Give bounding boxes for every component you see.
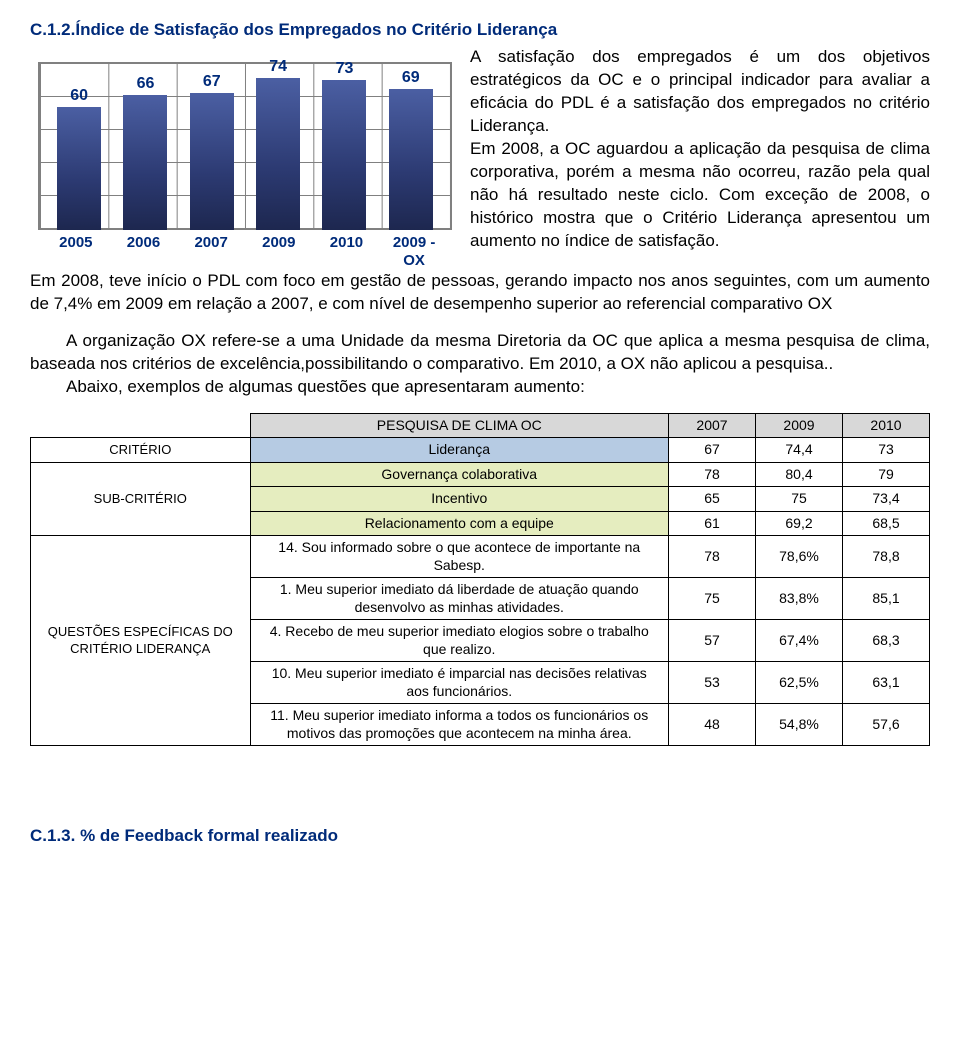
rowlabel-criterio: CRITÉRIO <box>31 438 251 463</box>
table-cell: 62,5% <box>756 662 843 704</box>
bar-col: 73 <box>319 60 369 230</box>
table-cell: 83,8% <box>756 578 843 620</box>
bar <box>322 80 366 230</box>
bar-col: 74 <box>253 58 303 230</box>
x-axis-label: 2009 - OX <box>386 234 442 270</box>
bar-value-label: 67 <box>203 73 221 91</box>
section-title: C.1.2.Índice de Satisfação dos Empregado… <box>30 20 930 40</box>
x-axis-label: 2005 <box>48 234 104 270</box>
bar <box>190 93 234 230</box>
criterio-row: CRITÉRIO Liderança 67 74,4 73 <box>31 438 930 463</box>
paragraph-5: Abaixo, exemplos de algumas questões que… <box>30 376 930 399</box>
bar-col: 67 <box>187 73 237 230</box>
table-cell: 48 <box>669 704 756 746</box>
table-cell: 63,1 <box>843 662 930 704</box>
criterio-label: Liderança <box>250 438 669 463</box>
paragraph-4: A organização OX refere-se a uma Unidade… <box>30 330 930 376</box>
table-cell: 80,4 <box>756 462 843 487</box>
header-2007: 2007 <box>669 413 756 438</box>
bar-value-label: 74 <box>269 58 287 76</box>
header-2010: 2010 <box>843 413 930 438</box>
bar <box>57 107 101 230</box>
table-cell: 68,5 <box>843 511 930 536</box>
table-cell: 68,3 <box>843 620 930 662</box>
table-cell: 75 <box>756 487 843 512</box>
table-cell: 78,8 <box>843 536 930 578</box>
question-text: 4. Recebo de meu superior imediato elogi… <box>250 620 669 662</box>
header-pesquisa: PESQUISA DE CLIMA OC <box>250 413 669 438</box>
top-content: 60 66 67 74 73 69 2005 2006 2007 2009 2010 2009 - … <box>30 46 930 316</box>
empty-corner <box>31 413 251 438</box>
chart-xlabels: 2005 2006 2007 2009 2010 2009 - OX <box>38 234 452 270</box>
question-text: 14. Sou informado sobre o que acontece d… <box>250 536 669 578</box>
satisfaction-bar-chart: 60 66 67 74 73 69 2005 2006 2007 2009 2010 2009 - … <box>30 50 460 270</box>
table-cell: 57 <box>669 620 756 662</box>
x-axis-label: 2007 <box>183 234 239 270</box>
table-cell: 78 <box>669 462 756 487</box>
subcriterio-label: Governança colaborativa <box>250 462 669 487</box>
x-axis-label: 2006 <box>115 234 171 270</box>
x-axis-label: 2010 <box>318 234 374 270</box>
table-cell: 61 <box>669 511 756 536</box>
bar-col: 69 <box>386 69 436 230</box>
table-cell: 79 <box>843 462 930 487</box>
table-cell: 85,1 <box>843 578 930 620</box>
chart-bars: 606667747369 <box>38 62 452 230</box>
table-cell: 73,4 <box>843 487 930 512</box>
table-cell: 78 <box>669 536 756 578</box>
x-axis-label: 2009 <box>251 234 307 270</box>
table-cell: 67,4% <box>756 620 843 662</box>
subcriterio-row: SUB-CRITÉRIOGovernança colaborativa7880,… <box>31 462 930 487</box>
table-header-row: PESQUISA DE CLIMA OC 2007 2009 2010 <box>31 413 930 438</box>
bar <box>256 78 300 230</box>
question-row: QUESTÕES ESPECÍFICAS DO CRITÉRIO LIDERAN… <box>31 536 930 578</box>
header-2009: 2009 <box>756 413 843 438</box>
bar <box>389 89 433 230</box>
subcriterio-label: Incentivo <box>250 487 669 512</box>
bar-value-label: 69 <box>402 69 420 87</box>
bar <box>123 95 167 230</box>
footer-section-title: C.1.3. % de Feedback formal realizado <box>30 826 930 846</box>
paragraph-3: Em 2008, teve início o PDL com foco em g… <box>30 270 930 316</box>
question-text: 11. Meu superior imediato informa a todo… <box>250 704 669 746</box>
table-cell: 53 <box>669 662 756 704</box>
table-cell: 78,6% <box>756 536 843 578</box>
bar-value-label: 66 <box>137 75 155 93</box>
rowlabel-questoes: QUESTÕES ESPECÍFICAS DO CRITÉRIO LIDERAN… <box>31 536 251 746</box>
criterio-2010: 73 <box>843 438 930 463</box>
table-cell: 57,6 <box>843 704 930 746</box>
bar-col: 66 <box>120 75 170 230</box>
table-cell: 65 <box>669 487 756 512</box>
bar-value-label: 60 <box>70 87 88 105</box>
bar-value-label: 73 <box>336 60 354 78</box>
criterio-2009: 74,4 <box>756 438 843 463</box>
subcriterio-label: Relacionamento com a equipe <box>250 511 669 536</box>
question-text: 10. Meu superior imediato é imparcial na… <box>250 662 669 704</box>
bar-col: 60 <box>54 87 104 230</box>
table-cell: 69,2 <box>756 511 843 536</box>
table-cell: 54,8% <box>756 704 843 746</box>
question-text: 1. Meu superior imediato dá liberdade de… <box>250 578 669 620</box>
climate-survey-table: PESQUISA DE CLIMA OC 2007 2009 2010 CRIT… <box>30 413 930 747</box>
criterio-2007: 67 <box>669 438 756 463</box>
table-cell: 75 <box>669 578 756 620</box>
rowlabel-subcriterio: SUB-CRITÉRIO <box>31 462 251 536</box>
